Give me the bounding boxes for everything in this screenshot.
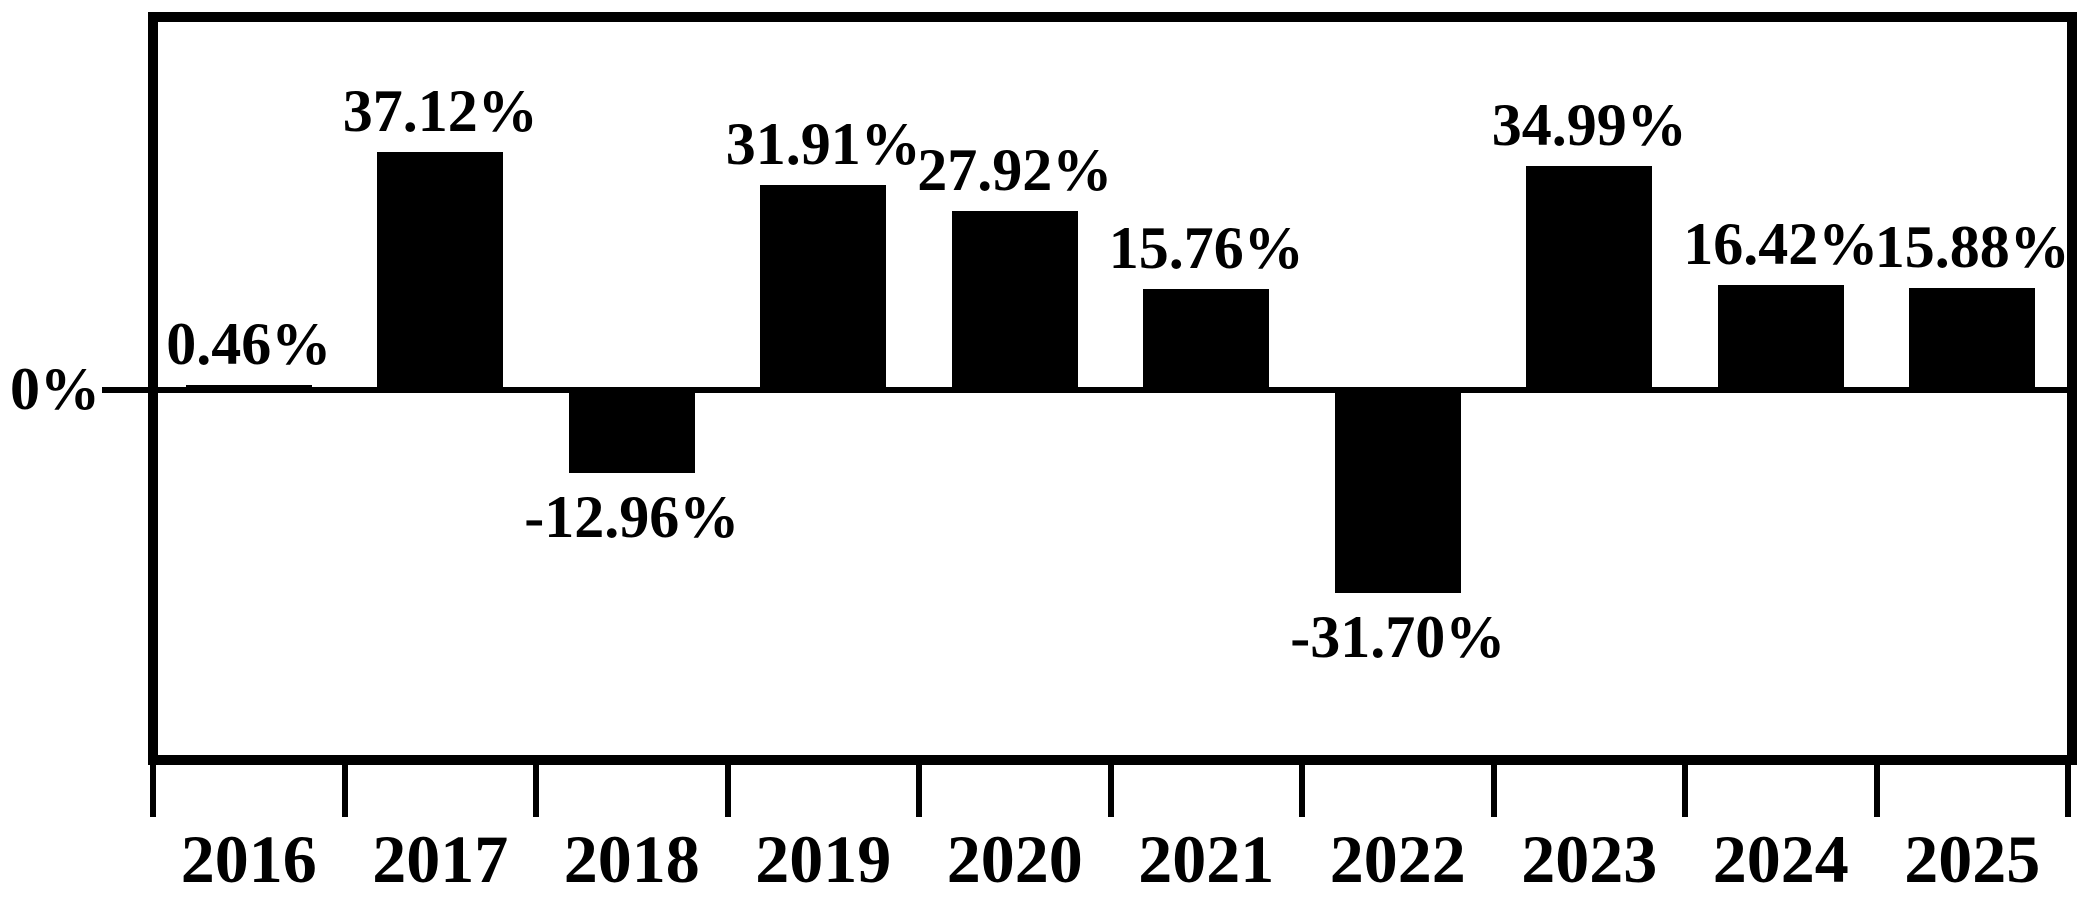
bar-2017 — [377, 152, 504, 390]
x-axis-tick — [1107, 760, 1114, 817]
value-label-2021: 15.76% — [1108, 214, 1304, 281]
x-axis-tick — [150, 760, 156, 817]
y-axis-zero-tick — [102, 387, 158, 393]
x-axis-tick — [1299, 760, 1305, 817]
bar-2016 — [185, 385, 312, 390]
x-axis-tick — [916, 760, 922, 817]
value-label-2025: 15.88% — [1874, 214, 2070, 281]
x-axis-tick — [1873, 760, 1880, 817]
x-axis-label-2020: 2020 — [946, 821, 1083, 897]
x-axis-tick — [533, 760, 539, 817]
value-label-2019: 31.91% — [725, 111, 921, 178]
x-axis-tick — [1490, 760, 1497, 817]
x-axis-tick — [341, 760, 348, 817]
y-axis-zero-label: 0% — [10, 356, 100, 422]
x-axis-label-2016: 2016 — [180, 821, 317, 897]
x-axis-tick — [724, 760, 731, 817]
zero-baseline — [158, 387, 2067, 393]
bar-2024 — [1717, 284, 1844, 390]
x-axis-label-2022: 2022 — [1329, 821, 1466, 897]
x-axis-label-2023: 2023 — [1521, 821, 1658, 897]
x-axis-tick — [2065, 760, 2071, 817]
value-label-2023: 34.99% — [1491, 91, 1687, 158]
bar-2018 — [568, 390, 695, 474]
value-label-2016: 0.46% — [166, 311, 332, 377]
value-label-2017: 37.12% — [342, 78, 538, 145]
x-axis-label-2025: 2025 — [1904, 821, 2041, 897]
bar-2022 — [1334, 390, 1461, 594]
bar-2020 — [951, 211, 1078, 390]
x-axis-label-2018: 2018 — [563, 821, 700, 897]
x-axis-tick — [1682, 760, 1688, 817]
x-axis-label-2021: 2021 — [1138, 821, 1275, 897]
x-axis-label-2017: 2017 — [372, 821, 509, 897]
value-label-2020: 27.92% — [917, 137, 1113, 204]
x-axis-label-2024: 2024 — [1712, 821, 1849, 897]
x-axis-label-2019: 2019 — [755, 821, 892, 897]
bar-2023 — [1526, 165, 1653, 390]
value-label-2018: -12.96% — [524, 484, 740, 551]
bar-2021 — [1143, 288, 1270, 390]
bar-2019 — [760, 185, 887, 390]
value-label-2022: -31.70% — [1290, 604, 1506, 671]
bar-2025 — [1909, 288, 2036, 390]
value-label-2024: 16.42% — [1683, 210, 1879, 277]
